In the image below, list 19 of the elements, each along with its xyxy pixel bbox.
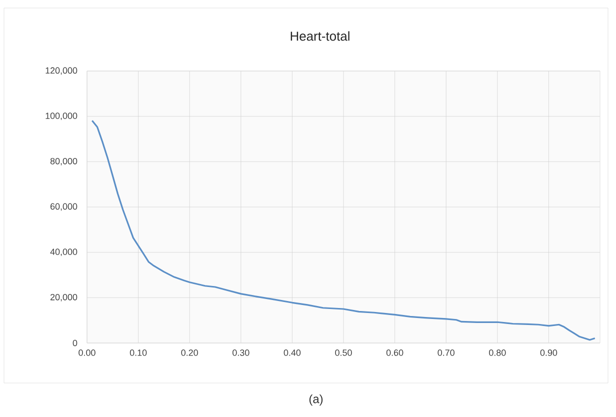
chart-title: Heart-total [290, 31, 350, 41]
y-tick-label: 100,000 [46, 112, 78, 120]
x-tick-label: 0.20 [181, 350, 198, 356]
y-tick-label: 0 [72, 340, 78, 346]
x-tick-label: 0.80 [489, 350, 506, 356]
x-tick-label: 0.70 [438, 350, 454, 356]
x-tick-label: 0.30 [232, 350, 250, 356]
x-tick-label: 0.00 [78, 350, 96, 356]
text: (a) [309, 394, 323, 406]
x-tick-label: 0.40 [284, 350, 301, 356]
y-tick-label: 80,000 [50, 158, 78, 166]
y-tick-label: 60,000 [50, 203, 78, 211]
y-tick-label: 120,000 [46, 67, 78, 75]
x-tick-label: 0.10 [130, 350, 147, 356]
x-tick-label: 0.50 [335, 350, 352, 356]
x-tick-label: 0.90 [540, 350, 558, 356]
y-tick-label: 20,000 [50, 294, 78, 302]
x-tick-label: 0.60 [386, 350, 404, 356]
y-tick-label: 40,000 [50, 248, 78, 256]
